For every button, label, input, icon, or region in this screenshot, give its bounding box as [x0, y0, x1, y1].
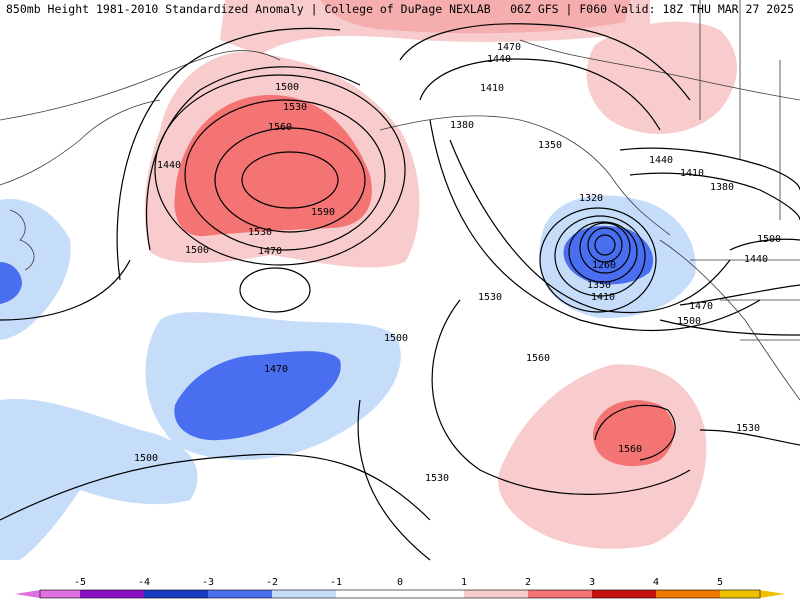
colorbar-swatch-neg1: [272, 590, 336, 598]
contour-label: 1500: [384, 333, 408, 344]
colorbar-tick-label: 2: [525, 577, 531, 588]
colorbar-tick-label: 5: [717, 577, 723, 588]
colorbar-tick-label: -1: [330, 577, 342, 588]
colorbar-tick-label: 0: [397, 577, 403, 588]
map-header: 850mb Height 1981-2010 Standardized Anom…: [0, 0, 800, 18]
contour-label: 1560: [526, 353, 550, 364]
contour-label: 1350: [587, 280, 611, 291]
contour-label: 1470: [258, 246, 282, 257]
contour-label: 1440: [744, 254, 768, 265]
negative-anomaly-west: [0, 199, 71, 340]
colorbar-tick-label: -2: [266, 577, 278, 588]
colorbar-right-arrow: [760, 590, 785, 598]
contour-label: 1410: [680, 168, 704, 179]
contour-label: 1410: [591, 292, 615, 303]
contour-label: 1530: [248, 227, 272, 238]
contour-label: 1560: [268, 122, 292, 133]
colorbar-swatch-pos3: [592, 590, 656, 598]
colorbar-swatch-neg4: [80, 590, 144, 598]
contour-label: 1440: [157, 160, 181, 171]
map-title: 850mb Height 1981-2010 Standardized Anom…: [6, 2, 491, 16]
contour-label: 1470: [689, 301, 713, 312]
anomaly-map: 1470 1440 1410 1380 1350 1320 1260 1350 …: [0, 0, 800, 561]
colorbar-swatches: [15, 589, 785, 599]
colorbar-swatch-pos2: [528, 590, 592, 598]
contour-label: 1320: [579, 193, 603, 204]
colorbar-swatch-neg3: [144, 590, 208, 598]
colorbar-swatch-neg2: [208, 590, 272, 598]
contour-label: 1500: [275, 82, 299, 93]
contour-label: 1380: [710, 182, 734, 193]
colorbar-tick-label: -4: [138, 577, 150, 588]
contour-label: 1590: [311, 207, 335, 218]
contour-label: 1560: [618, 444, 642, 455]
contour-label: 1530: [736, 423, 760, 434]
contour-label: 1470: [264, 364, 288, 375]
colorbar: -5 -4 -3 -2 -1 0 1 2 3 4 5: [15, 577, 785, 599]
coastlines: [0, 0, 800, 401]
positive-anomaly-south-core: [593, 400, 675, 467]
positive-anomaly-south: [498, 364, 707, 549]
contour-label: 1470: [497, 42, 521, 53]
contour-label: 1500: [134, 453, 158, 464]
colorbar-tick-label: -3: [202, 577, 214, 588]
colorbar-tick-label: 4: [653, 577, 659, 588]
colorbar-swatch-pos1: [464, 590, 528, 598]
contour-label: 1530: [283, 102, 307, 113]
negative-anomaly-west-core: [0, 262, 22, 304]
contour-label: 1500: [185, 245, 209, 256]
contour-label: 1500: [677, 316, 701, 327]
contour-label: 1530: [478, 292, 502, 303]
height-contours: [0, 23, 800, 561]
contour-label: 1260: [592, 260, 616, 271]
contour-labels: 1470 1440 1410 1380 1350 1320 1260 1350 …: [134, 42, 781, 484]
negative-anomaly-central-core: [174, 351, 341, 441]
colorbar-swatch-pos4: [656, 590, 720, 598]
colorbar-swatch-neg5: [40, 590, 108, 598]
contour-label: 1530: [425, 473, 449, 484]
contour-label: 1410: [480, 83, 504, 94]
model-run-info: 06Z GFS | F060 Valid: 18Z THU MAR 27 202…: [510, 2, 794, 16]
anomaly-shading: [0, 0, 737, 560]
colorbar-swatch-pos5: [720, 590, 760, 598]
contour-label: 1440: [487, 54, 511, 65]
colorbar-tick-label: -5: [74, 577, 86, 588]
colorbar-tick-label: 1: [461, 577, 467, 588]
colorbar-ticks: -5 -4 -3 -2 -1 0 1 2 3 4 5: [74, 577, 723, 588]
contour-label: 1440: [649, 155, 673, 166]
colorbar-swatch-zero: [336, 590, 464, 598]
positive-anomaly-top: [220, 0, 650, 55]
contour-label: 1380: [450, 120, 474, 131]
contour-label: 1350: [538, 140, 562, 151]
contour-label: 1500: [757, 234, 781, 245]
colorbar-tick-label: 3: [589, 577, 595, 588]
positive-anomaly-ne: [586, 21, 737, 134]
colorbar-left-arrow: [15, 590, 40, 598]
